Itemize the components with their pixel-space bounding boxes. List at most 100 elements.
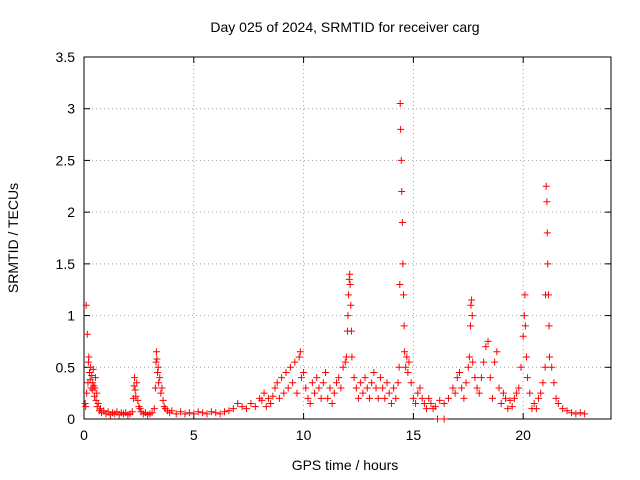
y-tick-label: 1.5 (56, 256, 76, 272)
data-point (93, 389, 101, 397)
data-point (399, 260, 407, 268)
data-point (370, 368, 378, 376)
data-point (83, 389, 91, 397)
data-point (407, 379, 415, 387)
data-point (172, 410, 180, 418)
data-point (203, 410, 211, 418)
data-point (293, 389, 301, 397)
data-point (499, 389, 507, 397)
data-point (486, 374, 494, 382)
data-point (576, 409, 584, 417)
data-point (465, 353, 473, 361)
data-point (467, 301, 475, 309)
data-point (458, 384, 466, 392)
data-point (286, 363, 294, 371)
data-point (398, 218, 406, 226)
data-point (506, 396, 514, 404)
data-point (262, 403, 270, 411)
data-point (436, 396, 444, 404)
data-point (403, 353, 411, 361)
x-tick-label: 5 (190, 427, 198, 443)
data-point (337, 384, 345, 392)
data-point (513, 389, 521, 397)
data-point (264, 394, 272, 402)
data-point (524, 374, 532, 382)
data-point (194, 408, 202, 416)
data-point (181, 410, 189, 418)
data-point (475, 389, 483, 397)
data-point (153, 355, 161, 363)
data-point (535, 394, 543, 402)
data-point (521, 291, 529, 299)
data-point (82, 301, 90, 309)
data-point (242, 405, 250, 413)
data-point (158, 384, 166, 392)
data-point (154, 363, 162, 371)
data-point (91, 384, 99, 392)
data-point (431, 403, 439, 411)
data-point (504, 405, 512, 413)
y-tick-label: 0.5 (56, 359, 76, 375)
data-point (425, 394, 433, 402)
data-point (341, 358, 349, 366)
data-point (471, 374, 479, 382)
data-point (94, 399, 102, 407)
data-point (477, 374, 485, 382)
data-point (495, 384, 503, 392)
data-point (260, 389, 268, 397)
data-point (412, 399, 420, 407)
data-point (229, 405, 237, 413)
data-point (297, 374, 305, 382)
data-point (152, 348, 160, 356)
data-point (440, 399, 448, 407)
data-point (434, 415, 442, 423)
data-point (396, 281, 404, 289)
data-point (368, 379, 376, 387)
data-point (311, 389, 319, 397)
x-tick-label: 10 (296, 427, 312, 443)
data-point (148, 409, 156, 417)
y-tick-label: 3.5 (56, 49, 76, 65)
data-point (543, 198, 551, 206)
data-point (177, 408, 185, 416)
data-point (453, 374, 461, 382)
data-point (324, 394, 332, 402)
data-point (322, 368, 330, 376)
data-point (326, 384, 334, 392)
data-point (464, 363, 472, 371)
data-point (405, 358, 413, 366)
data-point (532, 405, 540, 413)
data-point (357, 379, 365, 387)
data-point (350, 374, 358, 382)
data-point (449, 384, 457, 392)
data-point (397, 125, 405, 133)
data-point (394, 379, 402, 387)
data-point (348, 353, 356, 361)
data-point (399, 291, 407, 299)
data-point (466, 322, 474, 330)
data-point (521, 322, 529, 330)
data-point (396, 100, 404, 108)
data-point (550, 379, 558, 387)
data-point (352, 384, 360, 392)
data-point (390, 384, 398, 392)
data-point (581, 410, 589, 418)
data-point (508, 403, 516, 411)
data-point (306, 399, 314, 407)
data-point (346, 281, 354, 289)
data-point (344, 312, 352, 320)
y-tick-label: 2.5 (56, 152, 76, 168)
data-point (300, 368, 308, 376)
data-point (423, 405, 431, 413)
x-tick-label: 20 (515, 427, 531, 443)
data-point (89, 379, 97, 387)
data-point (488, 394, 496, 402)
data-point (81, 399, 89, 407)
data-point (491, 358, 499, 366)
data-point (545, 322, 553, 330)
data-point (304, 394, 312, 402)
data-point (199, 409, 207, 417)
data-point (497, 399, 505, 407)
data-point (269, 392, 277, 400)
data-point (238, 403, 246, 411)
